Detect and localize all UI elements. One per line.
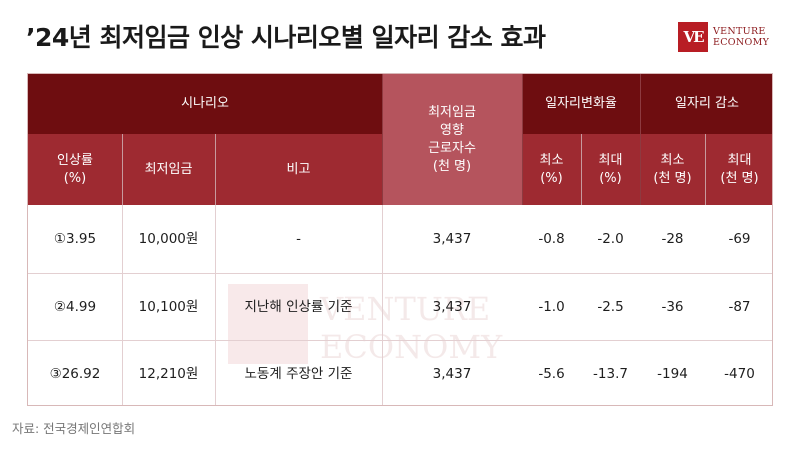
divider xyxy=(522,74,523,205)
cell-loss-max: -87 xyxy=(728,298,751,315)
divider xyxy=(28,340,772,341)
cell-workers: 3,437 xyxy=(432,365,472,382)
cell-wage: 10,100원 xyxy=(138,298,199,315)
header-raise-rate: 인상률 (%) xyxy=(57,152,93,186)
header-min-wage: 최저임금 xyxy=(144,161,193,177)
cell-workers: 3,437 xyxy=(432,231,472,247)
divider xyxy=(28,273,772,274)
header-loss-min: 최소 (천 명) xyxy=(653,152,692,186)
affected-workers-header-bg xyxy=(382,74,522,205)
cell-workers: 3,437 xyxy=(432,298,472,315)
divider xyxy=(382,205,383,405)
divider xyxy=(705,134,706,205)
cell-loss-min: -194 xyxy=(657,365,688,382)
cell-rate-max: -2.0 xyxy=(597,231,624,247)
cell-raise: ②4.99 xyxy=(53,298,97,315)
cell-rate-min: -0.8 xyxy=(538,231,565,247)
logo-line-1: VENTURE xyxy=(713,26,766,37)
header-note: 비고 xyxy=(286,161,311,177)
cell-note: - xyxy=(296,231,301,247)
cell-loss-max: -470 xyxy=(724,365,755,382)
header-rate-max: 최대 (%) xyxy=(598,152,623,186)
divider xyxy=(122,134,123,205)
cell-rate-max: -13.7 xyxy=(593,365,628,382)
divider xyxy=(215,134,216,205)
cell-note: 노동계 주장안 기준 xyxy=(244,365,353,382)
divider xyxy=(122,205,123,405)
cell-loss-max: -69 xyxy=(728,231,751,247)
divider xyxy=(581,134,582,205)
page-title: ’24년 최저임금 인상 시나리오별 일자리 감소 효과 xyxy=(26,23,546,52)
cell-wage: 12,210원 xyxy=(138,365,199,382)
divider xyxy=(382,74,383,205)
header-job-change-rate: 일자리변화율 xyxy=(545,96,617,111)
header-affected-workers: 최저임금 영향 근로자수 (천 명) xyxy=(428,104,476,174)
logo-wordmark: VENTURE ECONOMY xyxy=(713,26,769,48)
cell-wage: 10,000원 xyxy=(138,231,199,247)
divider xyxy=(640,74,641,205)
cell-note: 지난해 인상률 기준 xyxy=(244,298,353,315)
cell-loss-min: -28 xyxy=(661,231,684,247)
header-loss-max: 최대 (천 명) xyxy=(720,152,759,186)
scenario-table: VENTURE ECONOMY 시나리오 최저임금 영향 근로자수 (천 명) … xyxy=(27,73,773,406)
cell-rate-min: -5.6 xyxy=(538,365,565,382)
venture-economy-logo: VE VENTURE ECONOMY xyxy=(678,20,769,54)
header-job-loss: 일자리 감소 xyxy=(675,96,739,111)
cell-rate-min: -1.0 xyxy=(538,298,565,315)
cell-rate-max: -2.5 xyxy=(597,298,624,315)
source-note: 자료: 전국경제인연합회 xyxy=(12,421,136,436)
header-rate-min: 최소 (%) xyxy=(539,152,564,186)
cell-loss-min: -36 xyxy=(661,298,684,315)
header-scenario: 시나리오 xyxy=(181,96,229,111)
logo-line-2: ECONOMY xyxy=(713,37,770,48)
cell-raise: ③26.92 xyxy=(49,365,101,382)
divider xyxy=(215,205,216,405)
logo-mark-icon: VE xyxy=(678,22,708,52)
cell-raise: ①3.95 xyxy=(53,231,97,247)
